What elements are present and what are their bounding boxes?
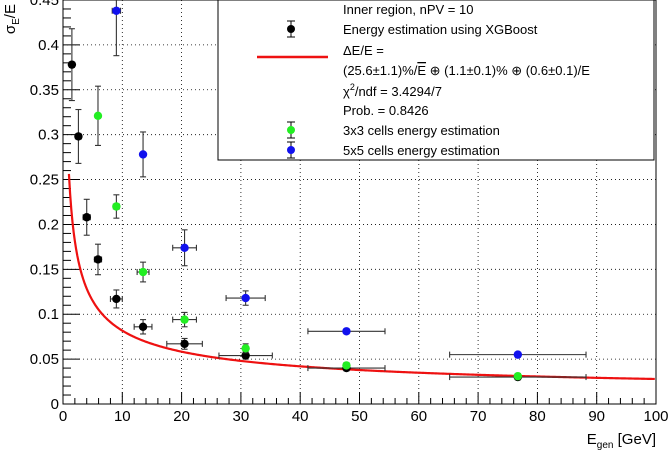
y-tick-label: 0.25	[30, 172, 59, 189]
data-point-xgboost	[109, 289, 123, 309]
marker-xgboost	[74, 132, 83, 141]
y-axis-title-sub: E	[11, 18, 22, 25]
y-tick-label: 0.15	[30, 261, 59, 278]
legend-marker-5x5	[287, 141, 295, 159]
marker-xgboost	[138, 322, 148, 331]
data-point-xgboost	[133, 319, 153, 335]
data-point-5x5	[111, 0, 122, 57]
data-point-3x3	[136, 261, 150, 283]
marker-5x5	[513, 350, 523, 359]
y-tick-label: 0.3	[38, 127, 59, 144]
data-point-5x5	[138, 131, 148, 178]
data-point-3x3	[241, 343, 250, 354]
x-axis-title-main: E	[587, 431, 597, 448]
marker-3x3	[513, 371, 523, 381]
y-axis-title-tail: /E	[2, 4, 19, 18]
x-tick-label: 90	[588, 408, 605, 425]
fit-curve-path	[67, 173, 655, 381]
marker-xgboost	[93, 255, 103, 264]
legend-fit-line2a: (25.6±1.1)%/	[343, 63, 418, 78]
x-tick-label: 50	[351, 408, 368, 425]
x-tick-label: 20	[173, 408, 190, 425]
marker-5x5	[138, 150, 148, 159]
x-tick-label: 40	[292, 408, 309, 425]
legend-label-3x3: 3x3 cells energy estimation	[343, 123, 500, 138]
data-points	[67, 0, 587, 382]
fit-curve	[67, 173, 655, 381]
y-tick-label: 0.35	[30, 82, 59, 99]
y-tick-label: 0.45	[30, 0, 59, 9]
marker-3x3	[241, 344, 250, 353]
y-axis-title-main: σ	[2, 24, 19, 34]
data-point-3x3	[93, 85, 103, 146]
x-tick-label: 100	[643, 408, 668, 425]
marker-xgboost	[82, 213, 91, 222]
legend-chi2: χ2/ndf = 3.4294/7	[343, 82, 442, 99]
legend-marker-3x3	[287, 121, 295, 139]
legend-fit-line2b: ⊕ (1.1±0.1)% ⊕ (0.6±0.1)/E	[426, 63, 590, 78]
series-xgboost	[67, 28, 587, 382]
x-axis-title: Egen [GeV]	[587, 431, 656, 450]
y-tick-label: 0	[51, 396, 59, 413]
legend-fit-sqrt-arg: E	[417, 63, 426, 78]
legend-chi2-sup: 2	[350, 82, 355, 92]
legend-label-xgboost: Energy estimation using XGBoost	[343, 22, 538, 37]
legend-label-5x5: 5x5 cells energy estimation	[343, 143, 500, 158]
x-tick-label: 30	[233, 408, 250, 425]
data-point-3x3	[112, 194, 121, 219]
marker-xgboost	[241, 351, 250, 360]
legend-header: Inner region, nPV = 10	[343, 2, 473, 17]
marker-5x5	[180, 243, 189, 252]
y-tick-label: 0.05	[30, 351, 59, 368]
data-point-5x5	[449, 350, 587, 359]
legend-chi2-symbol: χ	[343, 84, 350, 99]
y-axis-title: σE/E	[2, 4, 22, 34]
data-point-xgboost	[74, 108, 83, 164]
legend-prob: Prob. = 0.8426	[343, 103, 429, 118]
data-point-xgboost	[166, 337, 203, 350]
marker-xgboost	[67, 60, 77, 69]
marker-5x5	[241, 293, 250, 303]
y-tick-label: 0.2	[38, 216, 59, 233]
legend-fit-line2: (25.6±1.1)%/E ⊕ (1.1±0.1)% ⊕ (0.6±0.1)/E	[343, 63, 590, 78]
x-axis-title-unit: [GeV]	[613, 431, 656, 448]
marker-5x5	[112, 6, 121, 15]
series-3x3	[93, 85, 523, 381]
x-tick-label: 80	[529, 408, 546, 425]
y-tick-label: 0.1	[38, 306, 59, 323]
x-tick-label: 70	[470, 408, 487, 425]
x-tick-label: 60	[410, 408, 427, 425]
marker-5x5	[342, 327, 351, 336]
marker-3x3	[93, 111, 103, 121]
marker-3x3	[138, 267, 148, 277]
legend-chi2-rest: /ndf = 3.4294/7	[355, 84, 442, 99]
marker-xgboost	[180, 339, 189, 349]
legend: Inner region, nPV = 10 Energy estimation…	[217, 0, 655, 161]
y-tick-label: 0.4	[38, 37, 59, 54]
marker-3x3	[342, 361, 351, 370]
legend-marker-xgboost	[287, 20, 295, 38]
data-point-xgboost	[67, 28, 77, 102]
marker-xgboost	[112, 294, 121, 304]
data-point-xgboost	[218, 351, 273, 360]
data-point-3x3	[513, 371, 523, 381]
series-5x5	[111, 0, 587, 359]
x-axis-title-sub: gen	[597, 440, 614, 450]
data-point-3x3	[342, 361, 351, 370]
marker-3x3	[180, 315, 189, 324]
data-point-5x5	[172, 229, 197, 267]
axes: 0 10 20 30 40 50 60 70 80 90 100 0 0.05 0.1 0.15 0.2 0.2…	[30, 0, 669, 425]
marker-3x3	[112, 202, 121, 211]
data-point-xgboost	[93, 243, 103, 276]
data-point-5x5	[225, 290, 266, 306]
legend-fit-line1: ΔE/E =	[343, 43, 384, 58]
data-point-xgboost	[82, 198, 91, 236]
data-point-3x3	[172, 311, 197, 328]
x-tick-label: 0	[59, 408, 67, 425]
x-tick-label: 10	[114, 408, 131, 425]
data-point-5x5	[307, 327, 386, 336]
